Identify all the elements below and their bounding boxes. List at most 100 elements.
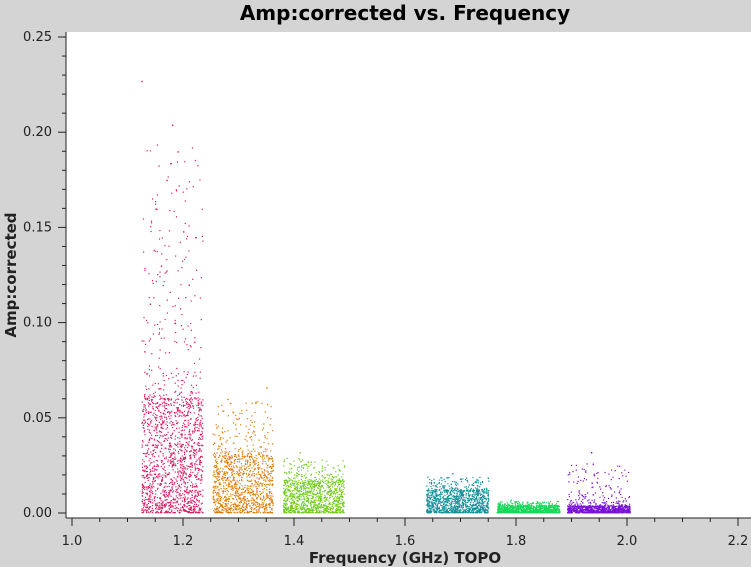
data-point <box>251 491 253 494</box>
data-point <box>272 470 275 472</box>
data-point <box>287 496 289 498</box>
data-point <box>145 465 148 467</box>
data-point <box>455 495 457 497</box>
data-point <box>311 487 313 489</box>
data-point <box>455 501 457 503</box>
data-point <box>243 509 245 511</box>
data-point <box>318 512 321 514</box>
data-point <box>214 473 216 475</box>
data-point <box>310 489 313 491</box>
data-point <box>177 410 180 412</box>
data-point <box>323 491 325 493</box>
data-point <box>284 482 287 484</box>
data-point <box>285 504 288 506</box>
data-point <box>236 487 238 489</box>
data-point <box>456 487 458 489</box>
data-point <box>170 399 172 401</box>
data-point <box>160 444 162 446</box>
data-point <box>431 506 433 508</box>
data-point <box>163 421 165 424</box>
data-point <box>180 471 182 473</box>
data-point <box>187 482 189 484</box>
data-point <box>266 509 268 511</box>
data-point <box>338 490 340 492</box>
data-point <box>181 506 183 508</box>
data-point <box>180 433 182 436</box>
data-point <box>202 399 204 401</box>
data-point <box>216 499 218 501</box>
data-point <box>141 509 143 511</box>
data-point <box>147 492 149 494</box>
data-point <box>154 395 156 398</box>
data-point <box>160 503 162 505</box>
data-point <box>476 480 478 482</box>
data-point <box>187 371 189 373</box>
data-point <box>219 512 221 514</box>
data-point <box>162 375 164 377</box>
data-point <box>261 457 263 459</box>
data-point <box>242 510 244 512</box>
data-point <box>297 466 299 469</box>
data-point <box>193 424 195 426</box>
data-point <box>269 483 271 485</box>
data-point <box>238 494 240 496</box>
data-point <box>247 511 249 513</box>
data-point <box>290 502 292 504</box>
data-point <box>307 494 309 496</box>
data-point <box>152 282 154 284</box>
data-point <box>466 488 468 490</box>
data-point <box>245 460 247 463</box>
data-point <box>184 258 186 261</box>
data-point <box>146 373 148 375</box>
data-point <box>338 503 341 505</box>
data-point <box>479 486 481 488</box>
data-point <box>148 273 150 275</box>
data-point <box>313 489 316 491</box>
data-point <box>198 499 200 502</box>
data-point <box>193 448 195 451</box>
data-point <box>460 512 462 514</box>
data-point <box>254 479 256 481</box>
data-point <box>183 231 185 233</box>
data-point <box>212 486 214 488</box>
data-point <box>142 410 144 413</box>
data-point <box>262 482 264 485</box>
data-point <box>240 494 242 496</box>
data-point <box>226 457 228 459</box>
data-point <box>187 443 189 446</box>
data-point <box>321 506 324 509</box>
data-point <box>327 503 329 505</box>
data-point <box>309 502 312 505</box>
data-point <box>261 485 263 487</box>
data-point <box>252 448 255 450</box>
data-point <box>228 483 230 485</box>
data-point <box>160 337 162 339</box>
data-point <box>286 499 288 502</box>
data-point <box>215 458 217 460</box>
data-point <box>222 479 224 482</box>
data-point <box>226 460 228 462</box>
data-point <box>463 491 465 493</box>
data-point <box>213 470 215 472</box>
data-point <box>430 483 432 485</box>
data-point <box>226 493 228 495</box>
data-point <box>156 414 158 417</box>
data-point <box>314 479 316 482</box>
data-point <box>266 478 268 480</box>
data-point <box>166 439 169 441</box>
data-point <box>183 470 185 472</box>
data-point <box>283 493 285 496</box>
data-point <box>188 475 190 477</box>
data-point <box>446 493 448 495</box>
data-point <box>283 484 285 486</box>
data-point <box>332 480 334 482</box>
data-point <box>193 455 196 457</box>
data-point <box>221 504 223 506</box>
data-point <box>432 499 435 502</box>
data-point <box>201 474 203 476</box>
data-point <box>173 512 175 514</box>
data-point <box>146 473 148 476</box>
data-point <box>431 492 434 495</box>
data-point <box>259 482 261 484</box>
data-point <box>184 426 186 428</box>
